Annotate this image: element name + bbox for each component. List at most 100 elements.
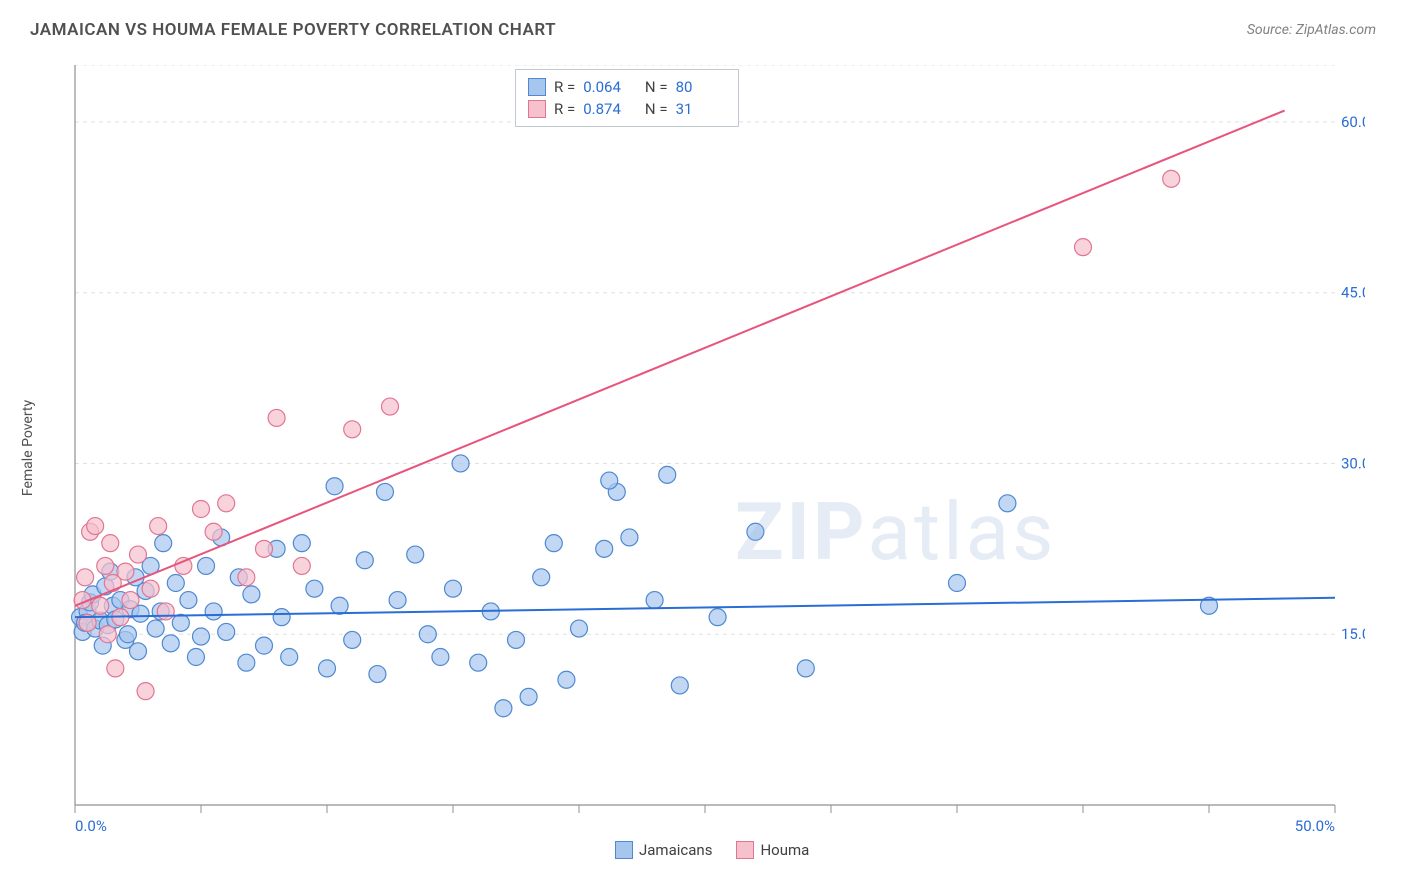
chart-svg: 0.0% 50.0% 15.0% 30.0% 45.0% 60.0% <box>55 65 1365 835</box>
data-point <box>119 626 136 643</box>
data-point <box>162 635 179 652</box>
data-point <box>281 649 298 666</box>
legend-swatch <box>528 78 546 96</box>
data-point <box>571 620 588 637</box>
data-point <box>533 569 550 586</box>
data-point <box>331 597 348 614</box>
data-point <box>306 580 323 597</box>
data-point <box>319 660 336 677</box>
data-point <box>130 546 147 563</box>
data-point <box>172 614 189 631</box>
data-point <box>999 495 1016 512</box>
y-tick-label: 30.0% <box>1341 454 1365 472</box>
data-point <box>273 609 290 626</box>
legend-swatch <box>528 100 546 118</box>
data-point <box>709 609 726 626</box>
y-tick-label: 60.0% <box>1341 113 1365 131</box>
data-point <box>659 466 676 483</box>
bottom-legend: Jamaicans Houma <box>615 841 809 859</box>
data-point <box>218 623 235 640</box>
y-tick-label: 15.0% <box>1341 625 1365 643</box>
data-point <box>92 597 109 614</box>
data-point <box>243 586 260 603</box>
data-point <box>147 620 164 637</box>
data-point <box>508 631 525 648</box>
data-point <box>137 683 154 700</box>
data-point <box>293 557 310 574</box>
data-point <box>268 409 285 426</box>
data-point <box>747 523 764 540</box>
stats-row: R = 0.064 N = 80 <box>528 76 726 98</box>
legend-swatch <box>736 841 754 859</box>
data-point <box>376 483 393 500</box>
data-point <box>470 654 487 671</box>
trend-line <box>75 111 1285 606</box>
data-point <box>122 592 139 609</box>
data-point <box>356 552 373 569</box>
data-point <box>77 569 94 586</box>
data-point <box>344 421 361 438</box>
data-point <box>671 677 688 694</box>
legend-label: Houma <box>760 841 809 859</box>
data-point <box>452 455 469 472</box>
trend-line <box>75 598 1335 617</box>
data-point <box>193 628 210 645</box>
data-point <box>596 540 613 557</box>
data-point <box>130 643 147 660</box>
data-point <box>205 523 222 540</box>
data-point <box>87 518 104 535</box>
data-point <box>646 592 663 609</box>
stats-legend-box: R = 0.064 N = 80R = 0.874 N = 31 <box>515 69 739 127</box>
data-point <box>205 603 222 620</box>
data-point <box>187 649 204 666</box>
data-point <box>369 666 386 683</box>
data-point <box>293 535 310 552</box>
data-point <box>445 580 462 597</box>
data-point <box>545 535 562 552</box>
stats-row: R = 0.874 N = 31 <box>528 98 726 120</box>
data-point <box>389 592 406 609</box>
data-point <box>107 660 124 677</box>
data-point <box>97 557 114 574</box>
data-point <box>142 580 159 597</box>
data-point <box>117 563 134 580</box>
data-point <box>1163 170 1180 187</box>
data-point <box>949 575 966 592</box>
data-point <box>102 535 119 552</box>
data-point <box>238 654 255 671</box>
data-point <box>326 478 343 495</box>
data-point <box>256 540 273 557</box>
data-point <box>797 660 814 677</box>
data-point <box>1075 239 1092 256</box>
source-text: Source: ZipAtlas.com <box>1247 22 1376 38</box>
data-point <box>180 592 197 609</box>
data-point <box>193 501 210 518</box>
data-point <box>150 518 167 535</box>
data-point <box>256 637 273 654</box>
data-point <box>99 626 116 643</box>
data-point <box>621 529 638 546</box>
chart-area: 0.0%50.0%15.0%30.0%45.0%60.0% ZIPatlas R… <box>55 65 1365 835</box>
y-axis-label: Female Poverty <box>20 400 36 496</box>
data-point <box>407 546 424 563</box>
legend-swatch <box>615 841 633 859</box>
data-point <box>558 671 575 688</box>
data-point <box>419 626 436 643</box>
data-point <box>218 495 235 512</box>
data-point <box>495 700 512 717</box>
x-tick-label: 0.0% <box>75 817 107 835</box>
data-point <box>167 575 184 592</box>
y-tick-label: 45.0% <box>1341 284 1365 302</box>
data-point <box>344 631 361 648</box>
data-point <box>520 688 537 705</box>
data-point <box>157 603 174 620</box>
data-point <box>601 472 618 489</box>
x-tick-label: 50.0% <box>1295 817 1335 835</box>
legend-label: Jamaicans <box>639 841 712 859</box>
chart-title: JAMAICAN VS HOUMA FEMALE POVERTY CORRELA… <box>30 20 556 40</box>
legend-item: Houma <box>736 841 809 859</box>
data-point <box>155 535 172 552</box>
legend-item: Jamaicans <box>615 841 712 859</box>
data-point <box>432 649 449 666</box>
data-point <box>198 557 215 574</box>
